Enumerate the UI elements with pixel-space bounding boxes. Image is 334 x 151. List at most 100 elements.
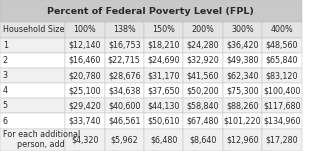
Text: $75,300: $75,300 bbox=[226, 86, 259, 95]
Bar bbox=[65, 113, 105, 129]
Text: $8,640: $8,640 bbox=[189, 135, 217, 144]
Text: $48,560: $48,560 bbox=[266, 41, 298, 50]
Bar bbox=[0, 22, 65, 38]
Bar bbox=[105, 83, 144, 98]
Text: $67,480: $67,480 bbox=[187, 117, 219, 125]
Text: 200%: 200% bbox=[192, 26, 214, 34]
Text: 150%: 150% bbox=[152, 26, 175, 34]
Bar bbox=[0, 68, 65, 83]
Text: $34,638: $34,638 bbox=[108, 86, 140, 95]
Bar bbox=[144, 53, 183, 68]
Bar bbox=[144, 129, 183, 151]
Bar bbox=[223, 38, 262, 53]
Bar bbox=[144, 38, 183, 53]
Bar bbox=[65, 68, 105, 83]
Text: $16,460: $16,460 bbox=[69, 56, 101, 65]
Bar bbox=[262, 129, 302, 151]
Bar bbox=[0, 53, 65, 68]
Bar bbox=[144, 98, 183, 113]
Text: $100,400: $100,400 bbox=[263, 86, 301, 95]
Bar bbox=[65, 83, 105, 98]
Text: Percent of Federal Poverty Level (FPL): Percent of Federal Poverty Level (FPL) bbox=[47, 7, 254, 16]
Text: $40,600: $40,600 bbox=[108, 101, 140, 110]
Bar bbox=[183, 98, 223, 113]
Bar bbox=[105, 53, 144, 68]
Bar bbox=[223, 53, 262, 68]
Text: 138%: 138% bbox=[113, 26, 136, 34]
Text: $12,140: $12,140 bbox=[68, 41, 101, 50]
Text: 6: 6 bbox=[3, 117, 8, 125]
Bar bbox=[262, 38, 302, 53]
Bar bbox=[262, 113, 302, 129]
Bar bbox=[105, 68, 144, 83]
Text: $65,840: $65,840 bbox=[266, 56, 298, 65]
Bar bbox=[105, 98, 144, 113]
Text: $24,280: $24,280 bbox=[187, 41, 219, 50]
Text: $83,120: $83,120 bbox=[266, 71, 298, 80]
Bar bbox=[262, 68, 302, 83]
Bar bbox=[0, 38, 65, 53]
Text: $20,780: $20,780 bbox=[68, 71, 101, 80]
Text: $17,280: $17,280 bbox=[266, 135, 298, 144]
Bar bbox=[0, 0, 302, 22]
Bar bbox=[105, 38, 144, 53]
Bar bbox=[183, 113, 223, 129]
Text: $134,960: $134,960 bbox=[263, 117, 301, 125]
Bar bbox=[223, 83, 262, 98]
Text: $37,650: $37,650 bbox=[147, 86, 180, 95]
Bar bbox=[105, 22, 144, 38]
Text: 4: 4 bbox=[3, 86, 8, 95]
Bar bbox=[65, 98, 105, 113]
Text: $36,420: $36,420 bbox=[226, 41, 259, 50]
Text: $29,420: $29,420 bbox=[68, 101, 101, 110]
Text: $44,130: $44,130 bbox=[148, 101, 180, 110]
Bar bbox=[223, 68, 262, 83]
Text: $5,962: $5,962 bbox=[110, 135, 138, 144]
Bar bbox=[65, 53, 105, 68]
Bar bbox=[183, 68, 223, 83]
Text: $32,920: $32,920 bbox=[187, 56, 219, 65]
Bar bbox=[0, 129, 65, 151]
Bar bbox=[262, 83, 302, 98]
Text: $16,753: $16,753 bbox=[108, 41, 141, 50]
Bar bbox=[105, 129, 144, 151]
Text: $33,740: $33,740 bbox=[68, 117, 101, 125]
Bar bbox=[105, 113, 144, 129]
Bar bbox=[0, 98, 65, 113]
Text: $31,170: $31,170 bbox=[147, 71, 180, 80]
Bar bbox=[262, 22, 302, 38]
Bar bbox=[183, 38, 223, 53]
Text: $50,610: $50,610 bbox=[147, 117, 180, 125]
Bar bbox=[183, 129, 223, 151]
Text: $117,680: $117,680 bbox=[263, 101, 301, 110]
Text: For each additional
person, add: For each additional person, add bbox=[3, 130, 80, 149]
Text: 3: 3 bbox=[3, 71, 8, 80]
Text: $22,715: $22,715 bbox=[108, 56, 141, 65]
Text: $24,690: $24,690 bbox=[147, 56, 180, 65]
Bar bbox=[144, 68, 183, 83]
Text: $62,340: $62,340 bbox=[226, 71, 259, 80]
Text: $6,480: $6,480 bbox=[150, 135, 177, 144]
Text: $4,320: $4,320 bbox=[71, 135, 99, 144]
Text: $28,676: $28,676 bbox=[108, 71, 141, 80]
Text: 2: 2 bbox=[3, 56, 8, 65]
Text: 300%: 300% bbox=[231, 26, 254, 34]
Bar bbox=[262, 53, 302, 68]
Bar bbox=[0, 83, 65, 98]
Text: $25,100: $25,100 bbox=[68, 86, 101, 95]
Bar bbox=[65, 129, 105, 151]
Text: $50,200: $50,200 bbox=[187, 86, 219, 95]
Bar bbox=[223, 98, 262, 113]
Text: 1: 1 bbox=[3, 41, 8, 50]
Text: $46,561: $46,561 bbox=[108, 117, 141, 125]
Bar bbox=[144, 22, 183, 38]
Bar bbox=[262, 98, 302, 113]
Text: $88,260: $88,260 bbox=[226, 101, 259, 110]
Bar bbox=[0, 113, 65, 129]
Text: 5: 5 bbox=[3, 101, 8, 110]
Bar bbox=[144, 113, 183, 129]
Bar bbox=[183, 83, 223, 98]
Text: $49,380: $49,380 bbox=[226, 56, 259, 65]
Bar bbox=[65, 22, 105, 38]
Bar bbox=[223, 22, 262, 38]
